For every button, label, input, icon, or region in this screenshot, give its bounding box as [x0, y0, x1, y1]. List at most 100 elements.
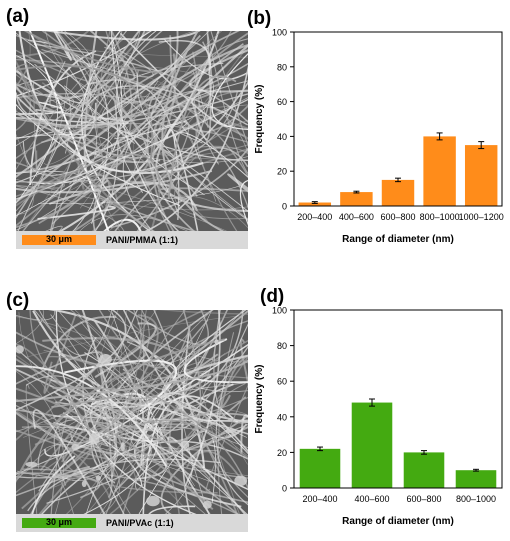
fiber-strand: [70, 319, 209, 444]
y-tick-label: 100: [272, 28, 287, 38]
fiber-strand: [16, 310, 55, 321]
x-tick-label: 800–1000: [420, 212, 460, 222]
fiber-bead: [95, 475, 101, 481]
fiber-strand: [174, 155, 248, 220]
fiber-strand: [215, 323, 248, 506]
bar: [299, 448, 341, 488]
fiber-strand: [167, 75, 237, 199]
fiber-strand: [16, 47, 209, 178]
fiber-strand: [36, 31, 141, 172]
fiber-strand: [146, 361, 211, 430]
fiber-strand: [108, 195, 248, 231]
x-tick-label: 600–800: [406, 494, 441, 504]
y-tick-label: 40: [277, 132, 287, 142]
fiber-strand: [140, 147, 248, 182]
x-tick-label: 600–800: [380, 212, 415, 222]
fiber-strand: [47, 310, 206, 471]
fiber-strand: [174, 132, 248, 178]
fiber-strand: [16, 145, 248, 198]
plot-frame: [293, 309, 503, 489]
fiber-strand: [157, 310, 248, 315]
fiber-strand: [16, 65, 154, 163]
scale-bar: [22, 235, 96, 245]
fiber-strand: [42, 315, 117, 369]
fiber-bead: [202, 500, 212, 509]
fiber-strand: [16, 58, 248, 178]
fiber-strand: [53, 31, 72, 61]
fiber-strand: [89, 401, 248, 447]
fiber-strand: [240, 414, 248, 454]
fiber-strand: [16, 161, 65, 189]
fiber-strand: [34, 400, 170, 446]
fiber-strand: [80, 310, 244, 366]
fiber-strand: [110, 147, 248, 229]
plot-frame: [293, 31, 503, 207]
fiber-bead: [89, 432, 100, 445]
fiber-strand: [49, 31, 163, 231]
fiber-bead: [234, 475, 248, 487]
bar: [403, 452, 445, 488]
bar: [464, 145, 498, 206]
fiber-strand: [16, 91, 238, 183]
x-tick-label: 200–400: [297, 212, 332, 222]
fiber-strand: [16, 59, 156, 231]
fiber-strand: [16, 31, 179, 175]
fiber-strand: [55, 310, 197, 514]
scale-bar-strip: 30 μm PANI/PMMA (1:1): [16, 231, 248, 249]
fiber-strand: [16, 31, 232, 90]
fiber-strand: [16, 343, 116, 477]
fiber-strand: [109, 355, 248, 514]
fiber-strand: [16, 398, 121, 514]
fiber-strand: [18, 31, 204, 174]
fiber-strand: [22, 114, 169, 176]
fiber-strand: [140, 392, 248, 466]
fiber-bead: [25, 461, 38, 467]
scale-bar-strip: 30 μm PANI/PVAc (1:1): [16, 514, 248, 532]
fiber-strand: [58, 353, 248, 514]
fiber-strand: [23, 406, 248, 465]
bar: [423, 136, 456, 206]
bar: [298, 202, 332, 206]
fiber-strand: [16, 134, 113, 217]
fiber-strand: [16, 74, 68, 212]
fiber-strand: [16, 370, 65, 514]
fiber-strand: [190, 31, 212, 141]
fiber-bead: [179, 440, 190, 449]
y-tick-label: 20: [277, 167, 287, 177]
fiber-strand: [144, 64, 248, 231]
fiber-strand: [16, 345, 248, 479]
sample-label: PANI/PMMA (1:1): [106, 235, 178, 245]
y-tick-label: 0: [282, 202, 287, 212]
y-tick-label: 40: [277, 412, 287, 422]
y-axis-label: Frequency (%): [254, 365, 265, 434]
fiber-strand: [18, 312, 248, 476]
fiber-strand: [184, 310, 221, 487]
fiber-strand: [16, 387, 214, 511]
fiber-strand: [62, 419, 248, 490]
fiber-strand: [68, 107, 248, 162]
fiber-strand: [16, 44, 248, 204]
fiber-strand: [16, 69, 248, 161]
fiber-strand: [96, 31, 127, 166]
fiber-strand: [210, 31, 248, 147]
fiber-bead: [120, 442, 125, 452]
fiber-strand: [16, 103, 181, 207]
fiber-bead: [81, 480, 87, 487]
fiber-strand: [16, 35, 248, 58]
fiber-strand: [16, 84, 161, 164]
fiber-strand: [16, 97, 74, 147]
fiber-strand: [139, 396, 180, 514]
bar: [351, 402, 393, 488]
fiber-bead: [225, 428, 237, 434]
fiber-bead: [71, 444, 80, 451]
fiber-strand: [48, 355, 248, 459]
fiber-strand: [169, 35, 248, 133]
fiber-strand: [42, 337, 188, 407]
fiber-strand: [45, 225, 63, 231]
scale-bar-label: 30 μm: [45, 517, 73, 527]
fiber-strand: [124, 123, 200, 193]
fiber-texture: [16, 31, 248, 231]
fiber-strand: [97, 310, 157, 374]
fiber-strand: [205, 384, 248, 493]
fiber-strand: [16, 31, 31, 113]
